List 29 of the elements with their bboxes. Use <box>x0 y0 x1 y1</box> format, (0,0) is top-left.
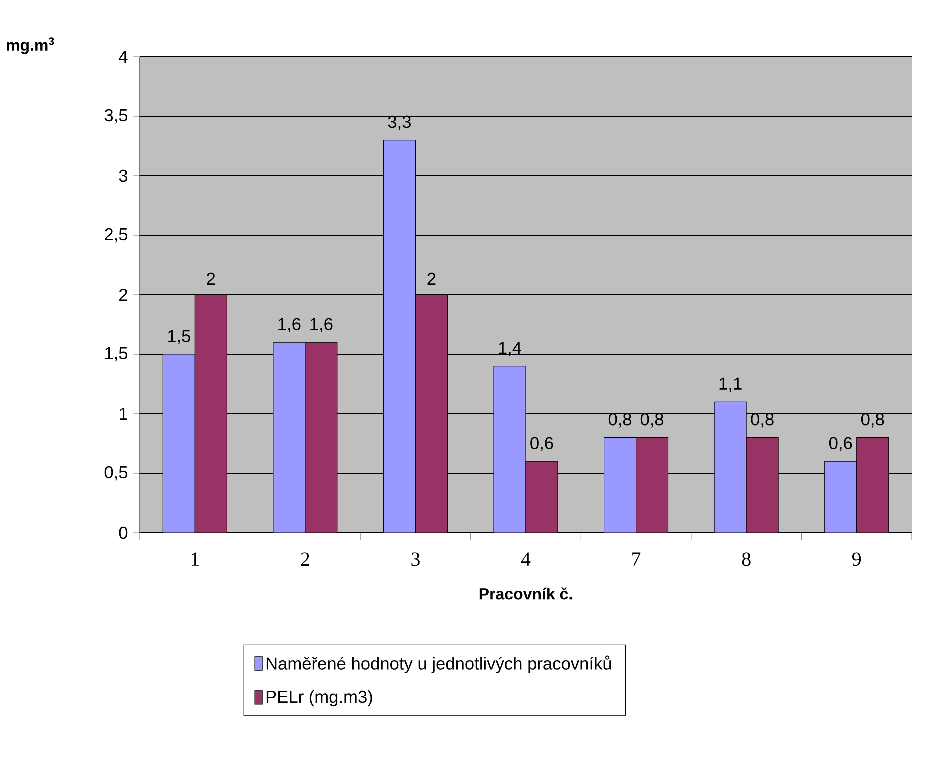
data-label: 1,4 <box>499 342 522 356</box>
x-tick-label: 1 <box>192 552 199 566</box>
y-tick-label: 1,5 <box>106 347 128 362</box>
data-label: 2 <box>428 272 436 285</box>
y-tick-label: 2,5 <box>105 228 128 243</box>
x-tick-label: 3 <box>412 552 420 566</box>
x-tick-label: 4 <box>521 552 531 566</box>
legend-label: PELr (mg.m3) <box>266 690 372 707</box>
data-label: 1,6 <box>278 318 301 333</box>
y-tick-label: 0,5 <box>104 466 128 481</box>
data-label: 2 <box>207 272 216 285</box>
y-tick-label: 2 <box>120 288 128 302</box>
legend-label: Naměřené hodnoty u jednotlivých pracovníků <box>266 656 612 674</box>
data-label: 0,6 <box>530 437 554 452</box>
y-tick-label: 4 <box>119 51 128 63</box>
y-tick-label: 3 <box>119 170 128 182</box>
y-tick-label: 1 <box>120 408 128 420</box>
x-tick-label: 7 <box>632 552 641 566</box>
x-tick-label: 2 <box>301 552 310 566</box>
data-label: 1,6 <box>310 318 333 333</box>
data-label: 1,5 <box>168 330 190 344</box>
x-tick-label: 9 <box>852 552 862 566</box>
data-label: 0,6 <box>829 437 852 452</box>
y-tick-label: 0 <box>119 526 128 540</box>
x-axis-title: Pracovník č. <box>480 588 572 600</box>
y-axis-title: mg.m$^{3}$ <box>7 38 54 54</box>
y-tick-label: 3,5 <box>104 109 128 124</box>
x-tick-label: 8 <box>742 552 751 566</box>
data-label: 1,1 <box>720 378 742 392</box>
